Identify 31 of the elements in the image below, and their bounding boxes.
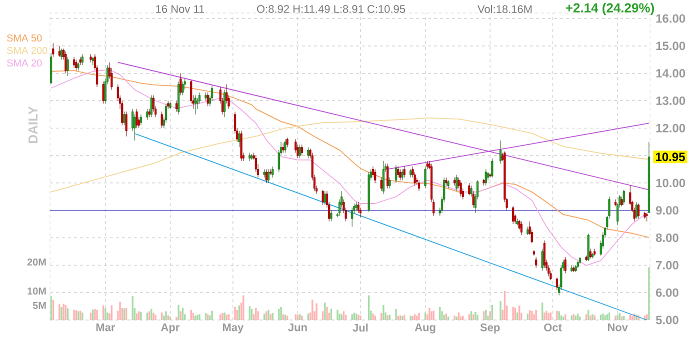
x-tick-label: Oct — [544, 324, 562, 332]
x-tick-label: Jul — [352, 324, 368, 332]
y2-tick-label: 20M — [27, 258, 46, 266]
text: SMA 20 — [6, 59, 42, 67]
y-tick-label: 15.00 — [656, 42, 686, 50]
text: SMA 200 — [6, 46, 48, 54]
y-tick-label: 5.00 — [656, 316, 678, 324]
x-tick-label: May — [222, 324, 244, 334]
chart-title: 16 Nov 11 — [156, 5, 204, 13]
y2-tick-label: 5M — [32, 302, 46, 310]
y-tick-label: 13.00 — [656, 96, 686, 105]
y-tick-label: 16.00 — [656, 14, 686, 23]
y-tick-label: 6.00 — [656, 288, 678, 297]
y-tick-label: 10.00 — [656, 178, 686, 188]
annotation: Vol:18.16M — [478, 4, 532, 14]
y-tick-label: 7.00 — [656, 260, 678, 270]
x-tick-label: Sep — [480, 324, 500, 334]
chart-subtitle: +2.14 (24.29%) — [566, 2, 654, 16]
y2-tick-label: 10M — [28, 288, 46, 295]
text: 10.95 — [656, 152, 685, 162]
x-tick-label: Apr — [161, 324, 180, 334]
text: O:8.92 H:11.49 L:8.91 C:10.95 — [257, 5, 406, 13]
y-tick-label: 9.00 — [656, 206, 678, 215]
y-tick-label: 8.00 — [656, 234, 678, 242]
text: SMA 50 — [6, 34, 42, 42]
y-tick-label: 12.00 — [656, 124, 686, 132]
x-tick-label: Mar — [96, 324, 116, 332]
x-tick-label: Jun — [288, 324, 307, 332]
y-tick-label: 14.00 — [656, 69, 686, 78]
x-tick-label: Aug — [414, 324, 436, 334]
x-tick-label: Nov — [608, 324, 628, 332]
